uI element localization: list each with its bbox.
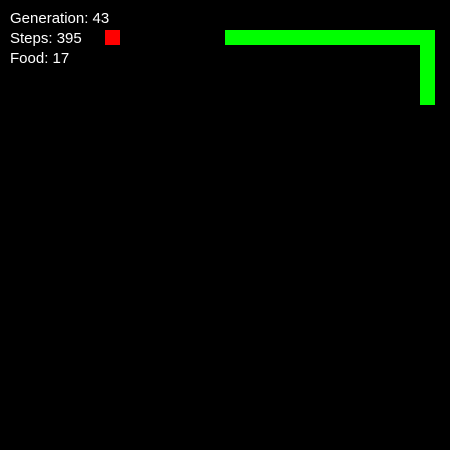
food-counter: Food: 17 [10,50,70,67]
generation-counter: Generation: 43 [10,10,110,27]
food-pellet-icon [105,30,120,45]
steps-counter: Steps: 395 [10,30,82,47]
snake-body-vertical [420,30,435,105]
snake-body-horizontal [225,30,435,45]
